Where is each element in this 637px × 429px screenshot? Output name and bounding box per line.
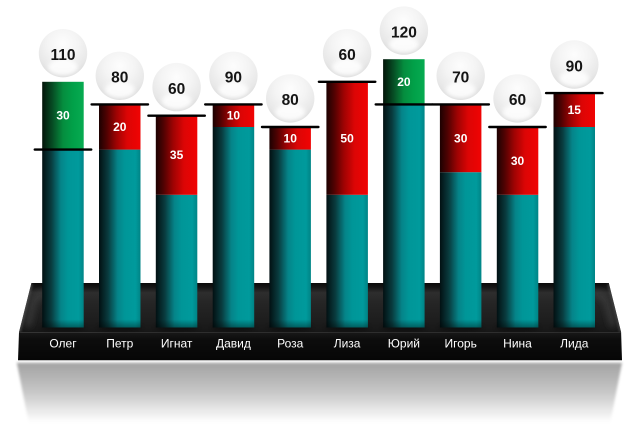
svg-text:60: 60 (338, 47, 355, 64)
svg-text:35: 35 (170, 148, 184, 162)
svg-text:10: 10 (227, 109, 241, 123)
svg-text:120: 120 (391, 24, 417, 41)
svg-text:30: 30 (511, 154, 525, 168)
svg-text:Роза: Роза (277, 336, 304, 350)
svg-text:90: 90 (566, 58, 583, 75)
svg-text:20: 20 (113, 120, 127, 134)
svg-text:Юрий: Юрий (388, 336, 420, 350)
svg-text:70: 70 (452, 70, 469, 87)
svg-text:20: 20 (397, 75, 411, 89)
svg-text:10: 10 (284, 131, 298, 145)
svg-text:60: 60 (168, 81, 185, 98)
svg-text:Игорь: Игорь (445, 336, 477, 350)
svg-text:Нина: Нина (503, 336, 532, 350)
svg-text:Давид: Давид (216, 336, 251, 350)
svg-text:30: 30 (454, 131, 468, 145)
svg-text:Петр: Петр (106, 336, 133, 350)
svg-text:Лиза: Лиза (334, 336, 361, 350)
svg-text:Игнат: Игнат (161, 336, 193, 350)
svg-text:50: 50 (340, 131, 354, 145)
svg-text:80: 80 (282, 92, 299, 109)
svg-text:110: 110 (50, 47, 75, 64)
svg-text:90: 90 (225, 70, 242, 87)
svg-text:80: 80 (111, 70, 128, 87)
svg-text:15: 15 (568, 103, 582, 117)
svg-text:Лида: Лида (560, 336, 589, 350)
svg-text:60: 60 (509, 92, 526, 109)
svg-text:30: 30 (56, 109, 70, 123)
svg-text:Олег: Олег (49, 336, 77, 350)
